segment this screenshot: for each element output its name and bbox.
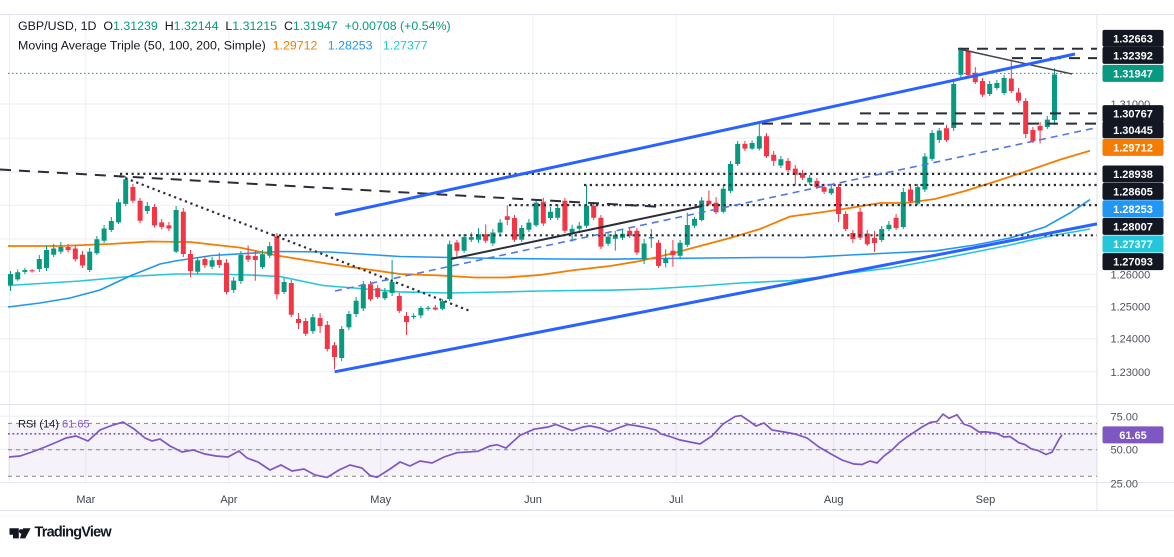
svg-text:50.00: 50.00 <box>1111 444 1139 456</box>
svg-text:Mar: Mar <box>76 494 95 506</box>
svg-text:1.32392: 1.32392 <box>1113 50 1153 62</box>
svg-text:1.29712: 1.29712 <box>1113 142 1153 154</box>
svg-text:1.23000: 1.23000 <box>1111 367 1151 379</box>
svg-text:Apr: Apr <box>220 494 237 506</box>
svg-text:75.00: 75.00 <box>1111 411 1139 423</box>
svg-text:1.30445: 1.30445 <box>1113 125 1153 137</box>
svg-text:Jun: Jun <box>524 494 542 506</box>
svg-text:GBP/USD, 1D O1.31239 H1.3214: GBP/USD, 1D O1.31239 H1.32144 L1.31215 C… <box>18 19 451 33</box>
svg-text:Sep: Sep <box>976 494 996 506</box>
svg-text:1.27093: 1.27093 <box>1113 257 1153 269</box>
svg-text:61.65: 61.65 <box>1119 430 1147 442</box>
svg-text:1.30767: 1.30767 <box>1113 109 1153 121</box>
svg-text:Aug: Aug <box>824 494 844 506</box>
svg-text:1.27377: 1.27377 <box>1113 239 1153 251</box>
svg-text:1.32663: 1.32663 <box>1113 33 1153 45</box>
svg-text:RSI (14) 61.65: RSI (14) 61.65 <box>18 419 90 431</box>
svg-text:TradingView: TradingView <box>35 525 113 541</box>
svg-text:1.31947: 1.31947 <box>1113 68 1153 80</box>
svg-text:1.28605: 1.28605 <box>1113 186 1153 198</box>
svg-text:Moving Average Triple (50, 100: Moving Average Triple (50, 100, 200, Sim… <box>18 39 428 53</box>
svg-text:1.26000: 1.26000 <box>1111 269 1151 281</box>
svg-text:1.28938: 1.28938 <box>1113 169 1153 181</box>
svg-text:1.25000: 1.25000 <box>1111 302 1151 314</box>
svg-text:1.24000: 1.24000 <box>1111 334 1151 346</box>
svg-text:Jul: Jul <box>669 494 683 506</box>
svg-text:1.28253: 1.28253 <box>1113 204 1153 216</box>
svg-text:25.00: 25.00 <box>1111 478 1139 490</box>
svg-text:May: May <box>370 494 391 506</box>
svg-text:1.28007: 1.28007 <box>1113 221 1153 233</box>
